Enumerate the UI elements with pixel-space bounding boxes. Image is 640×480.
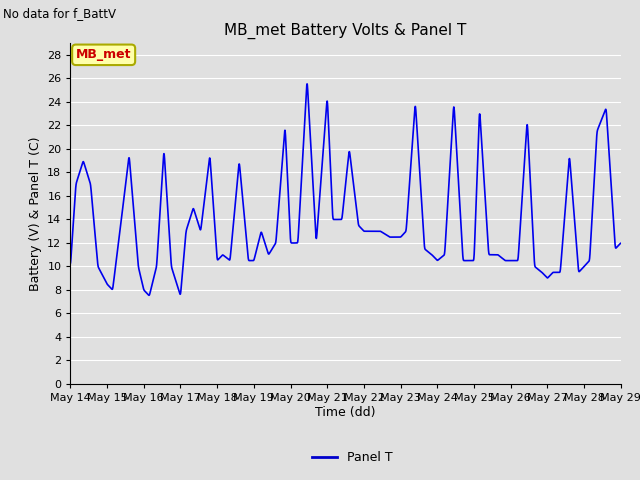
X-axis label: Time (dd): Time (dd) [316, 406, 376, 419]
Text: MB_met: MB_met [76, 48, 131, 61]
Y-axis label: Battery (V) & Panel T (C): Battery (V) & Panel T (C) [29, 136, 42, 291]
Legend: Panel T: Panel T [307, 446, 397, 469]
Title: MB_met Battery Volts & Panel T: MB_met Battery Volts & Panel T [225, 23, 467, 39]
Text: No data for f_BattV: No data for f_BattV [3, 7, 116, 20]
